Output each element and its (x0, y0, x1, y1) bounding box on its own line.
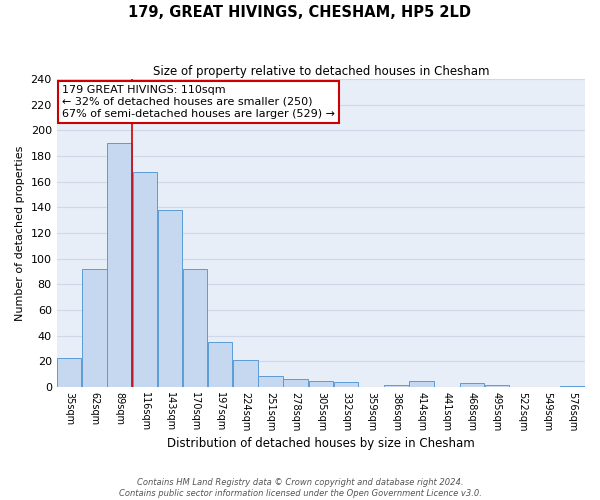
Bar (560, 386, 584, 387)
Bar (460, 383, 484, 387)
Title: Size of property relative to detached houses in Chesham: Size of property relative to detached ho… (152, 65, 489, 78)
Bar (485, 384, 509, 387)
Bar (107, 144, 132, 387)
Bar (208, 342, 232, 387)
Bar (308, 380, 333, 387)
Y-axis label: Number of detached properties: Number of detached properties (15, 146, 25, 321)
Bar (259, 376, 283, 387)
Text: 179 GREAT HIVINGS: 110sqm
← 32% of detached houses are smaller (250)
67% of semi: 179 GREAT HIVINGS: 110sqm ← 32% of detac… (62, 86, 335, 118)
Text: 179, GREAT HIVINGS, CHESHAM, HP5 2LD: 179, GREAT HIVINGS, CHESHAM, HP5 2LD (128, 5, 472, 20)
Bar (82, 269, 107, 387)
Bar (233, 360, 257, 387)
Bar (384, 384, 409, 387)
Bar (334, 382, 358, 387)
Bar (409, 380, 434, 387)
Bar (158, 210, 182, 387)
Bar (183, 269, 207, 387)
Bar (57, 358, 82, 387)
Bar (283, 380, 308, 387)
X-axis label: Distribution of detached houses by size in Chesham: Distribution of detached houses by size … (167, 437, 475, 450)
Bar (133, 172, 157, 387)
Text: Contains HM Land Registry data © Crown copyright and database right 2024.
Contai: Contains HM Land Registry data © Crown c… (119, 478, 481, 498)
